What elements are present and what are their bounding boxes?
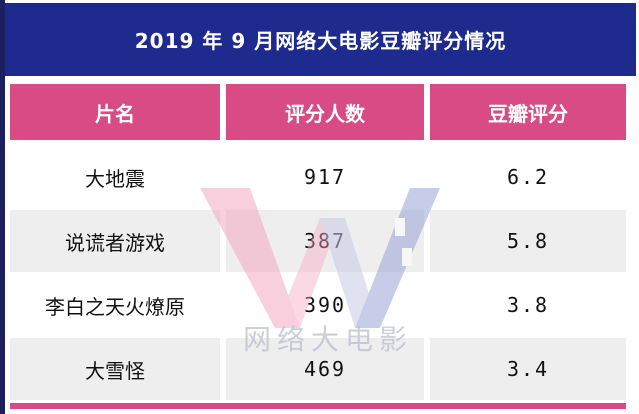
film-name-cell: 说谎者游戏 [10,210,220,272]
score-cell: 3.4 [430,338,626,400]
score-cell: 5.8 [430,210,626,272]
rater-count-cell: 917 [226,146,424,208]
film-name-cell: 李白之天火燎原 [10,274,220,336]
table-row: 大雪怪 469 3.4 [10,338,626,400]
score-cell: 3.8 [430,274,626,336]
table-title: 2019 年 9 月网络大电影豆瓣评分情况 [5,3,636,76]
header-douban-score: 豆瓣评分 [430,84,626,140]
rater-count-cell: 387 [226,210,424,272]
film-name-cell: 大雪怪 [10,338,220,400]
rater-count-cell: 390 [226,274,424,336]
rater-count-cell: 469 [226,338,424,400]
score-cell: 6.2 [430,146,626,208]
table-row: 大地震 917 6.2 [10,146,626,208]
table-row: 李白之天火燎原 390 3.8 [10,274,626,336]
film-name-cell: 大地震 [10,146,220,208]
left-edge-strip [0,0,5,414]
table-header-row: 片名 评分人数 豆瓣评分 [10,84,626,140]
bottom-accent-bar [10,403,626,409]
table-row: 说谎者游戏 387 5.8 [10,210,626,272]
header-film-name: 片名 [10,84,220,140]
header-rater-count: 评分人数 [226,84,424,140]
score-table: 片名 评分人数 豆瓣评分 大地震 917 6.2 说谎者游戏 387 5.8 李… [10,84,626,402]
